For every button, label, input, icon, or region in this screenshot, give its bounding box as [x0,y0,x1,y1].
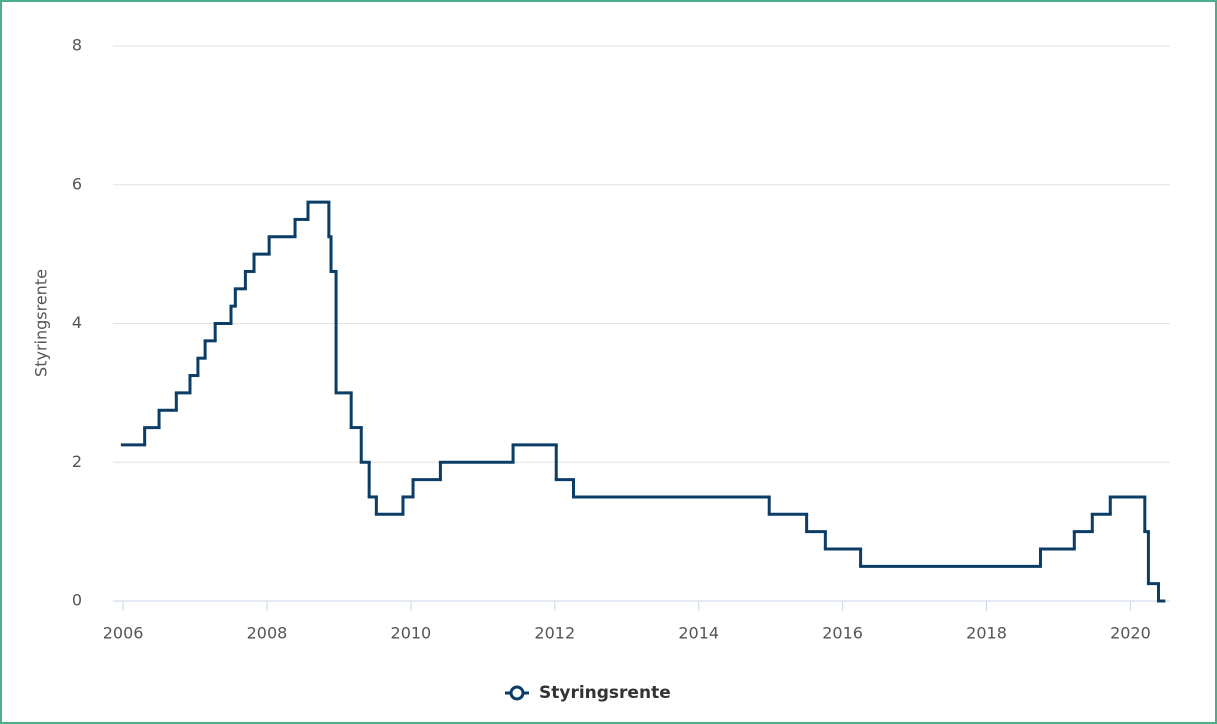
x-tick-label: 2008 [247,624,288,643]
x-tick-label: 2020 [1110,624,1151,643]
x-tick-label: 2018 [966,624,1007,643]
x-tick-label: 2010 [391,624,432,643]
legend-label: Styringsrente [539,683,671,703]
x-tick-label: 2014 [678,624,719,643]
y-tick-label: 0 [72,591,82,610]
x-tick-label: 2016 [822,624,863,643]
y-tick-label: 2 [72,452,82,471]
y-tick-label: 8 [72,36,82,55]
y-axis-title: Styringsrente [32,269,51,377]
legend-marker [509,685,525,701]
y-tick-label: 6 [72,174,82,193]
y-tick-label: 4 [72,313,82,332]
step-connector [143,202,1160,601]
x-tick-label: 2012 [534,624,575,643]
x-tick-label: 2006 [103,624,144,643]
